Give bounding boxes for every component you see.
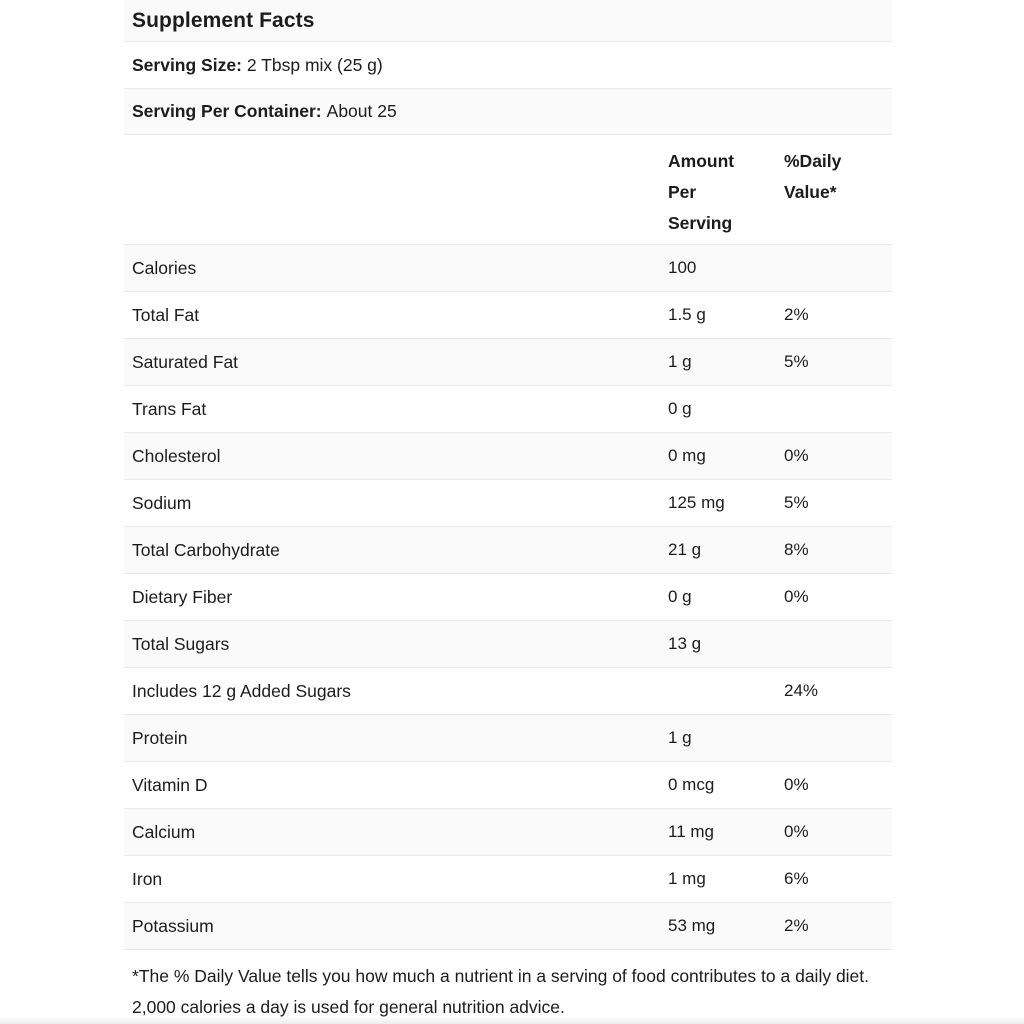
nutrient-amount: 0 g xyxy=(668,399,692,418)
table-row: Total Sugars 13 g xyxy=(124,621,892,668)
table-row: Protein 1 g xyxy=(124,715,892,762)
nutrient-name: Total Sugars xyxy=(132,633,230,654)
table-row: Potassium 53 mg 2% xyxy=(124,903,892,950)
nutrient-amount: 1 mg xyxy=(668,869,706,888)
nutrient-name: Includes 12 g Added Sugars xyxy=(132,680,351,701)
nutrient-name: Calories xyxy=(132,257,197,278)
nutrient-name: Total Fat xyxy=(132,304,200,325)
nutrient-daily-value: 0% xyxy=(784,446,809,465)
nutrient-daily-value: 6% xyxy=(784,869,809,888)
amount-per-serving-column-header: Amount Per Serving xyxy=(668,151,735,233)
nutrient-name: Sodium xyxy=(132,492,192,513)
nutrient-amount: 11 mg xyxy=(668,822,714,841)
table-row: Total Carbohydrate 21 g 8% xyxy=(124,527,892,574)
nutrient-daily-value: 5% xyxy=(784,493,809,512)
table-row: Calcium 11 mg 0% xyxy=(124,809,892,856)
serving-size-value: 2 Tbsp mix (25 g) xyxy=(246,54,383,75)
servings-per-container-row: Serving Per Container: About 25 xyxy=(124,89,892,135)
daily-value-footnote: *The % Daily Value tells you how much a … xyxy=(124,950,892,1023)
nutrient-daily-value: 0% xyxy=(784,587,809,606)
table-row: Vitamin D 0 mcg 0% xyxy=(124,762,892,809)
nutrient-amount: 1.5 g xyxy=(668,305,706,324)
servings-per-container-label: Serving Per Container: xyxy=(132,101,322,121)
nutrient-name: Potassium xyxy=(132,915,214,936)
daily-value-column-header: %Daily Value* xyxy=(784,151,842,202)
table-row: Trans Fat 0 g xyxy=(124,386,892,433)
nutrient-name: Dietary Fiber xyxy=(132,586,233,607)
table-row: Sodium 125 mg 5% xyxy=(124,480,892,527)
nutrient-amount: 21 g xyxy=(668,540,702,559)
nutrient-amount: 13 g xyxy=(668,634,702,653)
nutrient-amount: 125 mg xyxy=(668,493,725,512)
nutrient-name: Calcium xyxy=(132,821,196,842)
nutrient-name: Iron xyxy=(132,868,163,889)
nutrient-amount: 0 g xyxy=(668,587,692,606)
nutrient-daily-value: 8% xyxy=(784,540,809,559)
table-row: Includes 12 g Added Sugars 24% xyxy=(124,668,892,715)
nutrient-amount: 53 mg xyxy=(668,916,716,935)
table-row: Calories 100 xyxy=(124,245,892,292)
nutrient-daily-value: 2% xyxy=(784,916,809,935)
nutrient-name: Protein xyxy=(132,727,188,748)
panel-title: Supplement Facts xyxy=(132,8,315,32)
nutrient-name: Total Carbohydrate xyxy=(132,539,280,560)
nutrient-amount: 0 mg xyxy=(668,446,706,465)
nutrient-name: Cholesterol xyxy=(132,445,221,466)
table-header-row: Amount Per Serving %Daily Value* xyxy=(124,135,892,245)
table-row: Dietary Fiber 0 g 0% xyxy=(124,574,892,621)
table-row: Cholesterol 0 mg 0% xyxy=(124,433,892,480)
table-row: Saturated Fat 1 g 5% xyxy=(124,339,892,386)
nutrient-amount: 0 mcg xyxy=(668,775,715,794)
nutrient-table-body: Calories 100 Total Fat 1.5 g 2% Saturate… xyxy=(124,245,892,950)
panel-title-row: Supplement Facts xyxy=(124,0,892,42)
nutrient-daily-value: 2% xyxy=(784,305,809,324)
nutrient-name: Vitamin D xyxy=(132,774,208,795)
table-row: Total Fat 1.5 g 2% xyxy=(124,292,892,339)
nutrient-amount: 1 g xyxy=(668,728,692,747)
serving-size-row: Serving Size: 2 Tbsp mix (25 g) xyxy=(124,42,892,89)
table-row: Iron 1 mg 6% xyxy=(124,856,892,903)
servings-per-container-value: About 25 xyxy=(326,101,397,121)
supplement-facts-panel: Supplement Facts Serving Size: 2 Tbsp mi… xyxy=(124,0,892,1024)
nutrient-name: Saturated Fat xyxy=(132,351,239,372)
nutrient-daily-value: 24% xyxy=(784,681,819,700)
nutrient-name: Trans Fat xyxy=(132,398,207,419)
nutrient-daily-value: 0% xyxy=(784,822,809,841)
serving-size-label: Serving Size: xyxy=(132,54,242,75)
nutrient-amount: 1 g xyxy=(668,352,692,371)
nutrient-daily-value: 0% xyxy=(784,775,809,794)
nutrient-amount: 100 xyxy=(668,258,697,277)
nutrient-daily-value: 5% xyxy=(784,352,809,371)
